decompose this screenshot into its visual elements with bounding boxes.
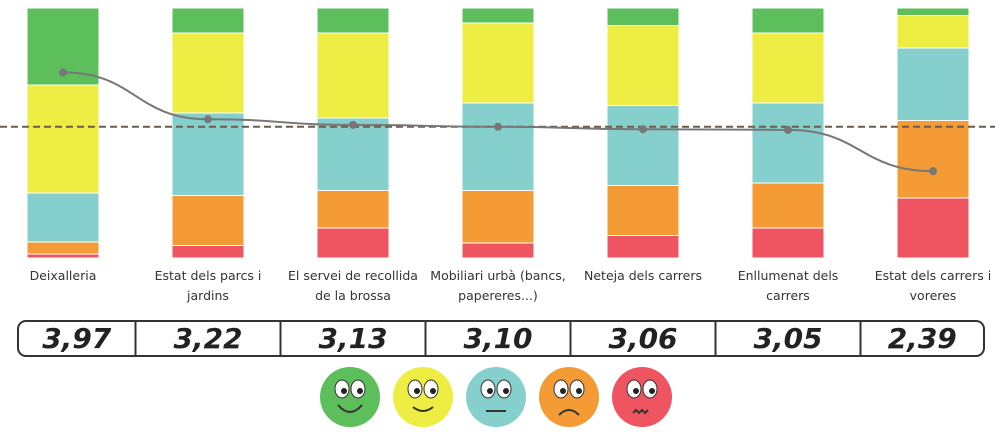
bar-segment <box>897 198 969 258</box>
score-value: 3,05 <box>716 322 861 356</box>
pupil <box>503 388 509 394</box>
score-value: 3,22 <box>136 322 281 356</box>
face <box>612 367 672 427</box>
bar-segment <box>27 254 99 258</box>
score-value: 3,06 <box>571 322 716 356</box>
bar-segment <box>172 8 244 33</box>
bar-segment <box>462 23 534 103</box>
pupil <box>341 388 347 394</box>
bar-segment <box>462 103 534 191</box>
bar-segment <box>752 33 824 103</box>
x-tick-label: Estat dels parcs i jardins <box>138 266 278 306</box>
bar-segment <box>897 121 969 199</box>
average-point <box>784 126 792 134</box>
bar-segment <box>607 236 679 259</box>
bar-segment <box>752 228 824 258</box>
pupil <box>576 388 582 394</box>
score-value: 3,13 <box>281 322 426 356</box>
pupil <box>414 388 420 394</box>
face <box>320 367 380 427</box>
average-point <box>494 123 502 131</box>
bar-segment <box>607 8 679 26</box>
bar-segment <box>317 33 389 118</box>
face-icon <box>612 367 672 427</box>
bar-segment <box>752 8 824 33</box>
score-value: 3,97 <box>18 322 136 356</box>
bar-segment <box>462 8 534 23</box>
pupil <box>649 388 655 394</box>
bar-segment <box>172 113 244 196</box>
average-point <box>639 125 647 133</box>
bar-segment <box>172 33 244 113</box>
face <box>466 367 526 427</box>
x-tick-label: Estat dels carrers i voreres <box>863 266 995 306</box>
pupil <box>430 388 436 394</box>
bar-segment <box>27 193 99 242</box>
face-icon <box>393 367 453 427</box>
x-tick-label: Neteja dels carrers <box>573 266 713 286</box>
face-icon <box>539 367 599 427</box>
average-point <box>59 68 67 76</box>
bar-segment <box>752 103 824 183</box>
x-tick-label: Mobiliari urbà (bancs, papereres...) <box>428 266 568 306</box>
face <box>539 367 599 427</box>
face-icon <box>466 367 526 427</box>
bar-segment <box>27 242 99 254</box>
bar-segment <box>27 85 99 193</box>
bar-segment <box>462 243 534 258</box>
face <box>393 367 453 427</box>
bar-segment <box>607 106 679 186</box>
bar-segment <box>897 48 969 121</box>
pupil <box>357 388 363 394</box>
pupil <box>633 388 639 394</box>
bar-segment <box>462 191 534 244</box>
score-value: 2,39 <box>861 322 985 356</box>
bar-segment <box>317 191 389 229</box>
bar-segment <box>172 246 244 259</box>
average-point <box>349 121 357 129</box>
face-icon <box>320 367 380 427</box>
score-value: 3,10 <box>426 322 571 356</box>
bar-segment <box>172 196 244 246</box>
x-tick-label: Deixalleria <box>0 266 133 286</box>
pupil <box>560 388 566 394</box>
bar-segment <box>897 16 969 49</box>
bar-segment <box>317 228 389 258</box>
bar-segment <box>607 26 679 106</box>
page: DeixalleriaEstat dels parcs i jardinsEl … <box>0 0 995 432</box>
chart <box>0 0 995 432</box>
bar-segment <box>607 186 679 236</box>
x-tick-label: El servei de recollida de la brossa <box>283 266 423 306</box>
average-point <box>204 115 212 123</box>
x-tick-label: Enllumenat dels carrers <box>718 266 858 306</box>
bar-segment <box>752 183 824 228</box>
bar-segment <box>897 8 969 16</box>
average-point <box>929 167 937 175</box>
pupil <box>487 388 493 394</box>
bar-segment <box>317 8 389 33</box>
